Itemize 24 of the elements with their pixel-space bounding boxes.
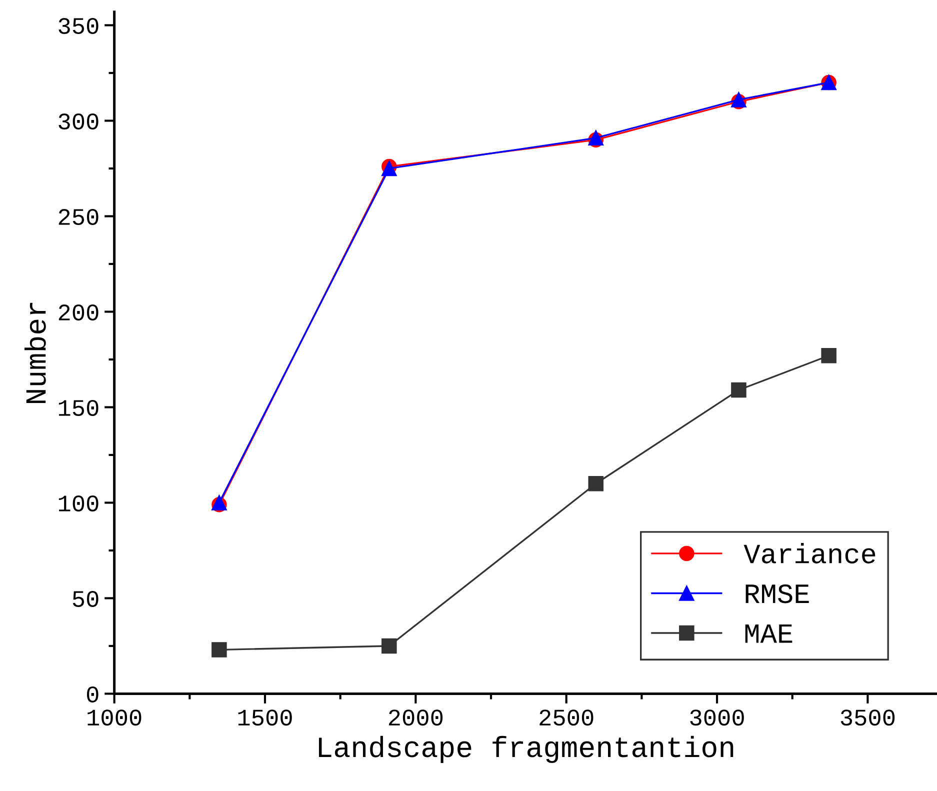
y-tick-label: 300 [58, 113, 98, 130]
x-tick-label: 1500 [238, 710, 292, 726]
point [382, 638, 397, 654]
legend-label: RMSE [746, 584, 809, 604]
point [731, 382, 746, 398]
point [212, 642, 227, 658]
y-tick-label: 200 [58, 304, 98, 321]
y-tick-label: 50 [72, 590, 98, 607]
y-tick-label: 150 [58, 400, 98, 416]
x-tick-label: 2000 [388, 710, 443, 726]
y-tick-label: 0 [86, 686, 98, 702]
x-tick-label: 3000 [690, 710, 744, 726]
legend-label: MAE [745, 624, 792, 643]
x-axis-title: Landscape fragmentantion [318, 736, 734, 764]
y-tick-label: 250 [58, 208, 98, 226]
y-axis-title: Number [24, 302, 46, 403]
legend-label: Variance [744, 543, 876, 564]
x-tick-label: 2500 [540, 710, 594, 726]
x-tick-label: 3500 [840, 710, 895, 726]
point [821, 348, 836, 364]
point [588, 476, 604, 492]
x-tick-label: 1000 [88, 710, 142, 726]
y-tick-label: 100 [58, 495, 98, 512]
y-tick-label: 350 [58, 18, 98, 34]
